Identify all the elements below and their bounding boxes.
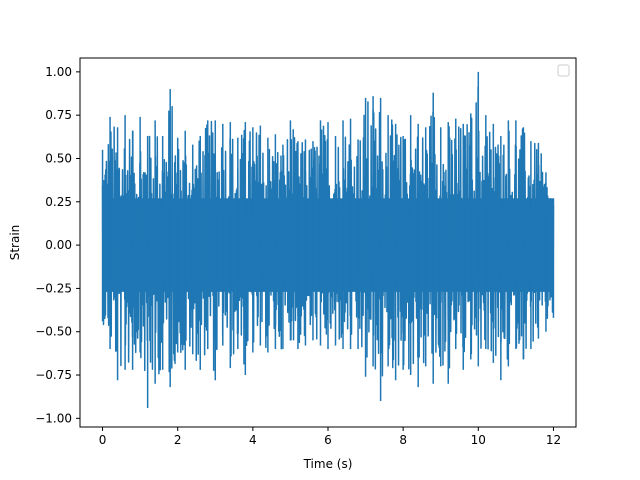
y-tick-label: 0.00: [45, 238, 72, 252]
x-tick-label: 0: [99, 433, 107, 447]
x-tick-label: 6: [324, 433, 332, 447]
y-tick-label: 1.00: [45, 65, 72, 79]
x-axis-label: Time (s): [303, 457, 353, 471]
series-layer: [101, 71, 555, 408]
y-tick-label: 0.75: [45, 108, 72, 122]
legend-box: [557, 64, 570, 77]
x-tick-label: 4: [249, 433, 257, 447]
y-axis-label: Strain: [8, 225, 22, 261]
y-tick-label: −0.75: [35, 368, 72, 382]
y-tick-label: 0.25: [45, 195, 72, 209]
x-tick-label: 10: [471, 433, 486, 447]
x-axis: 0 2 4 6 8 10 12: [99, 427, 561, 447]
y-axis: −1.00 −0.75 −0.50 −0.25 0.00 0.25 0.50 0.75 1.00: [35, 65, 80, 425]
x-tick-label: 12: [546, 433, 561, 447]
y-tick-label: −0.25: [35, 281, 72, 295]
y-tick-label: −0.50: [35, 325, 72, 339]
y-tick-label: −1.00: [35, 411, 72, 425]
y-tick-label: 0.50: [45, 151, 72, 165]
x-tick-label: 8: [399, 433, 407, 447]
x-tick-label: 2: [174, 433, 182, 447]
